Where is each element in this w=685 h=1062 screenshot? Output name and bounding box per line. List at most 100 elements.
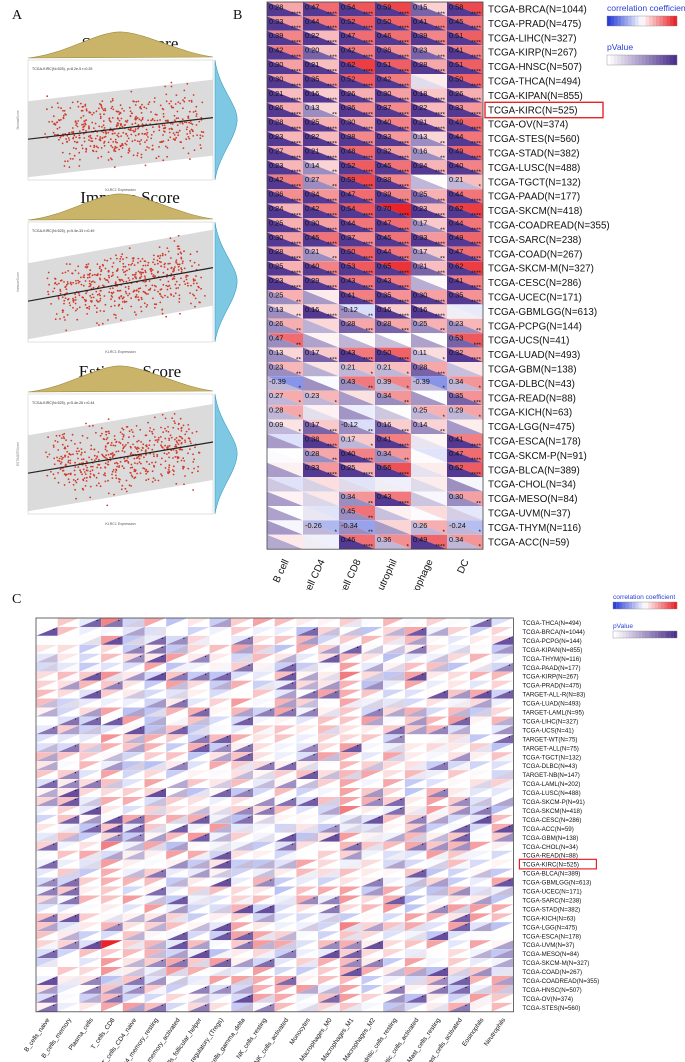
correlation-triangle bbox=[426, 680, 449, 690]
pvalue-triangle bbox=[339, 761, 362, 771]
data-point bbox=[112, 454, 115, 456]
pvalue-triangle bbox=[144, 680, 167, 690]
pvalue-triangle bbox=[447, 304, 483, 319]
data-point bbox=[119, 258, 122, 260]
correlation-value: 0.47 bbox=[449, 449, 463, 458]
data-point bbox=[182, 99, 184, 101]
pvalue-triangle bbox=[267, 146, 303, 161]
correlation-triangle bbox=[274, 886, 297, 896]
significance-dot bbox=[118, 825, 120, 827]
pvalue-triangle bbox=[383, 779, 405, 789]
correlation-triangle bbox=[383, 814, 405, 824]
significance-stars: **** bbox=[291, 40, 301, 47]
data-point bbox=[169, 287, 172, 290]
row-label: TCGA-TGCT(N=132) bbox=[488, 177, 581, 188]
data-point bbox=[141, 118, 144, 121]
pvalue-triangle bbox=[57, 671, 80, 681]
pvalue-triangle bbox=[339, 644, 362, 654]
correlation-triangle bbox=[187, 761, 210, 771]
significance-stars: **** bbox=[327, 126, 337, 133]
pvalue-triangle bbox=[122, 635, 145, 645]
correlation-value: 0.40 bbox=[305, 262, 319, 271]
pvalue-triangle bbox=[296, 743, 319, 753]
pvalue-triangle bbox=[187, 671, 210, 681]
data-point bbox=[88, 308, 91, 310]
correlation-triangle bbox=[339, 823, 362, 833]
data-point bbox=[141, 298, 143, 301]
data-point bbox=[190, 101, 193, 103]
pvalue-triangle bbox=[122, 832, 145, 842]
correlation-triangle bbox=[339, 88, 375, 103]
data-point bbox=[72, 130, 75, 133]
correlation-triangle bbox=[101, 618, 123, 627]
row-label: TCGA-KICH(N=63) bbox=[488, 408, 572, 419]
data-point bbox=[105, 132, 107, 135]
correlation-triangle bbox=[209, 761, 232, 771]
significance-dot bbox=[161, 888, 163, 890]
data-point bbox=[79, 158, 81, 161]
data-point bbox=[108, 119, 111, 122]
data-point bbox=[174, 283, 177, 286]
row-label: TCGA-STES(N=560) bbox=[488, 134, 580, 145]
correlation-triangle bbox=[144, 823, 167, 833]
pvalue-triangle bbox=[491, 680, 514, 690]
data-point bbox=[88, 111, 91, 113]
correlation-triangle bbox=[79, 671, 102, 681]
data-point bbox=[99, 299, 101, 302]
data-point bbox=[102, 455, 105, 458]
data-point bbox=[161, 474, 163, 477]
correlation-value: 0.52 bbox=[449, 463, 463, 472]
correlation-triangle bbox=[36, 662, 58, 672]
correlation-value: 0.40 bbox=[341, 449, 355, 458]
data-point bbox=[141, 103, 143, 106]
correlation-triangle bbox=[274, 770, 297, 780]
data-point bbox=[142, 443, 145, 446]
correlation-triangle bbox=[296, 886, 319, 896]
pvalue-triangle bbox=[144, 770, 167, 780]
pvalue-triangle bbox=[470, 626, 492, 636]
data-point bbox=[172, 138, 175, 141]
data-point bbox=[164, 437, 167, 440]
correlation-triangle bbox=[122, 770, 145, 780]
pvalue-triangle bbox=[231, 805, 253, 815]
data-point bbox=[116, 465, 118, 468]
data-point bbox=[94, 137, 97, 140]
correlation-triangle bbox=[447, 45, 483, 60]
cell-bg bbox=[318, 707, 340, 717]
significance-dot bbox=[226, 852, 228, 854]
data-point bbox=[51, 120, 54, 123]
correlation-triangle bbox=[79, 689, 102, 699]
data-point bbox=[170, 257, 172, 259]
data-point bbox=[61, 443, 64, 446]
data-point bbox=[99, 297, 102, 300]
data-point bbox=[144, 164, 147, 167]
data-point bbox=[54, 318, 57, 321]
cell-bg bbox=[36, 662, 58, 672]
significance-stars: * bbox=[479, 414, 482, 421]
data-point bbox=[85, 292, 87, 295]
legend-corr-swatch bbox=[607, 16, 611, 26]
data-point bbox=[120, 255, 123, 258]
correlation-triangle bbox=[267, 59, 303, 74]
cell-bg bbox=[209, 797, 232, 806]
legend-corr-swatch bbox=[642, 16, 646, 26]
correlation-triangle bbox=[101, 770, 123, 780]
significance-stars: **** bbox=[327, 68, 337, 75]
data-point bbox=[95, 150, 98, 153]
pvalue-triangle bbox=[339, 534, 375, 550]
data-point bbox=[163, 266, 166, 268]
data-point bbox=[153, 465, 156, 468]
correlation-triangle bbox=[339, 304, 375, 319]
correlation-value: 0.41 bbox=[449, 434, 463, 443]
data-point bbox=[118, 290, 120, 292]
data-point bbox=[98, 293, 101, 295]
data-point bbox=[101, 322, 104, 325]
data-point bbox=[115, 110, 118, 113]
pvalue-triangle bbox=[122, 805, 145, 815]
correlation-triangle bbox=[470, 761, 492, 771]
significance-dot bbox=[74, 789, 76, 792]
significance-stars: **** bbox=[471, 169, 481, 176]
pvalue-triangle bbox=[166, 788, 188, 797]
pvalue-triangle bbox=[267, 45, 303, 60]
pvalue-triangle bbox=[491, 868, 514, 878]
